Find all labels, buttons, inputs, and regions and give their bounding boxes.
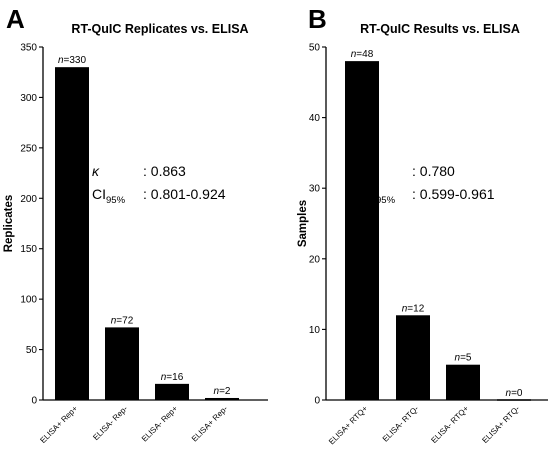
chart-title: RT-QuIC Results vs. ELISA: [360, 22, 520, 36]
x-tick-label: ELISA+ RTQ-: [480, 404, 521, 445]
y-tick-label: 0: [31, 396, 37, 407]
bar-value: =72: [116, 315, 133, 326]
y-tick-label: 300: [20, 93, 37, 104]
x-tick-label: ELISA- RTQ-: [381, 404, 421, 444]
ci-value: : 0.599-0.961: [412, 186, 495, 202]
n-symbol: n: [161, 372, 167, 383]
bar-value-label: n=72: [111, 315, 134, 326]
chart-panel-a: A RT-QuIC Replicates vs. ELISA 0 50 100 150 20…: [3, 4, 268, 445]
kappa-symbol: κ: [362, 163, 370, 179]
bar-value-label: n=12: [402, 303, 425, 314]
bar-value: =330: [64, 55, 87, 66]
panel-letter: A: [6, 4, 25, 34]
y-axis-label: Samples: [297, 200, 309, 247]
n-symbol: n: [351, 49, 357, 60]
bar: [55, 67, 89, 401]
x-tick-label: ELISA- Rep+: [140, 404, 180, 444]
ci-label: CI95%: [92, 186, 126, 206]
bar-value: =16: [166, 372, 183, 383]
bar-value-label: n=0: [506, 388, 523, 399]
bar: [105, 327, 139, 400]
bar: [446, 364, 480, 400]
x-tick-label: ELISA- RTQ+: [429, 404, 470, 445]
y-tick-label: 40: [309, 113, 321, 124]
ci-symbol: CI: [92, 186, 106, 202]
ci-subscript: 95%: [376, 195, 396, 206]
bar-value: =2: [219, 386, 231, 397]
chart-title: RT-QuIC Replicates vs. ELISA: [71, 22, 248, 36]
bar-value-label: n=16: [161, 372, 184, 383]
bar: [345, 61, 379, 401]
y-tick-label: 150: [20, 244, 37, 255]
ci-symbol: CI: [362, 186, 376, 202]
kappa-symbol: κ: [92, 163, 100, 179]
y-tick-label: 30: [309, 184, 321, 195]
n-symbol: n: [214, 386, 220, 397]
y-tick-label: 100: [20, 295, 37, 306]
y-tick-label: 50: [26, 345, 38, 356]
chart-panel-b: B RT-QuIC Results vs. ELISA 0 10 20 30 40 50 Sam…: [297, 4, 548, 446]
y-axis-label: Replicates: [3, 195, 15, 253]
n-symbol: n: [506, 388, 512, 399]
y-tick-label: 20: [309, 254, 321, 265]
n-symbol: n: [402, 303, 408, 314]
bar: [155, 383, 189, 400]
n-symbol: n: [111, 315, 117, 326]
n-symbol: n: [455, 353, 461, 364]
panel-letter: B: [308, 4, 327, 34]
y-tick-label: 200: [20, 194, 37, 205]
ci-value: : 0.801-0.924: [143, 186, 226, 202]
x-tick-label: ELISA+ RTQ+: [327, 404, 370, 447]
y-tick-label: 50: [309, 43, 321, 54]
bar-value: =12: [407, 303, 424, 314]
bar: [396, 315, 430, 400]
bar-value-label: n=2: [214, 386, 231, 397]
kappa-value: : 0.780: [412, 163, 455, 179]
kappa-value: : 0.863: [143, 163, 186, 179]
bar: [205, 397, 239, 400]
bar-value-label: n=5: [455, 353, 472, 364]
bar-value: =0: [511, 388, 523, 399]
bar-value-label: n=330: [58, 55, 87, 66]
y-tick-label: 0: [314, 396, 320, 407]
x-tick-label: ELISA- Rep-: [91, 404, 129, 442]
y-tick-label: 10: [309, 325, 321, 336]
x-tick-label: ELISA+ Rep-: [190, 404, 230, 444]
ci-subscript: 95%: [106, 195, 126, 206]
bar-value-label: n=48: [351, 49, 374, 60]
bar-value: =48: [356, 49, 373, 60]
y-tick-label: 350: [20, 43, 37, 54]
ci-label: CI95%: [362, 186, 396, 206]
bar-value: =5: [460, 353, 472, 364]
n-symbol: n: [58, 55, 64, 66]
y-tick-label: 250: [20, 143, 37, 154]
x-tick-label: ELISA+ Rep+: [38, 404, 79, 445]
